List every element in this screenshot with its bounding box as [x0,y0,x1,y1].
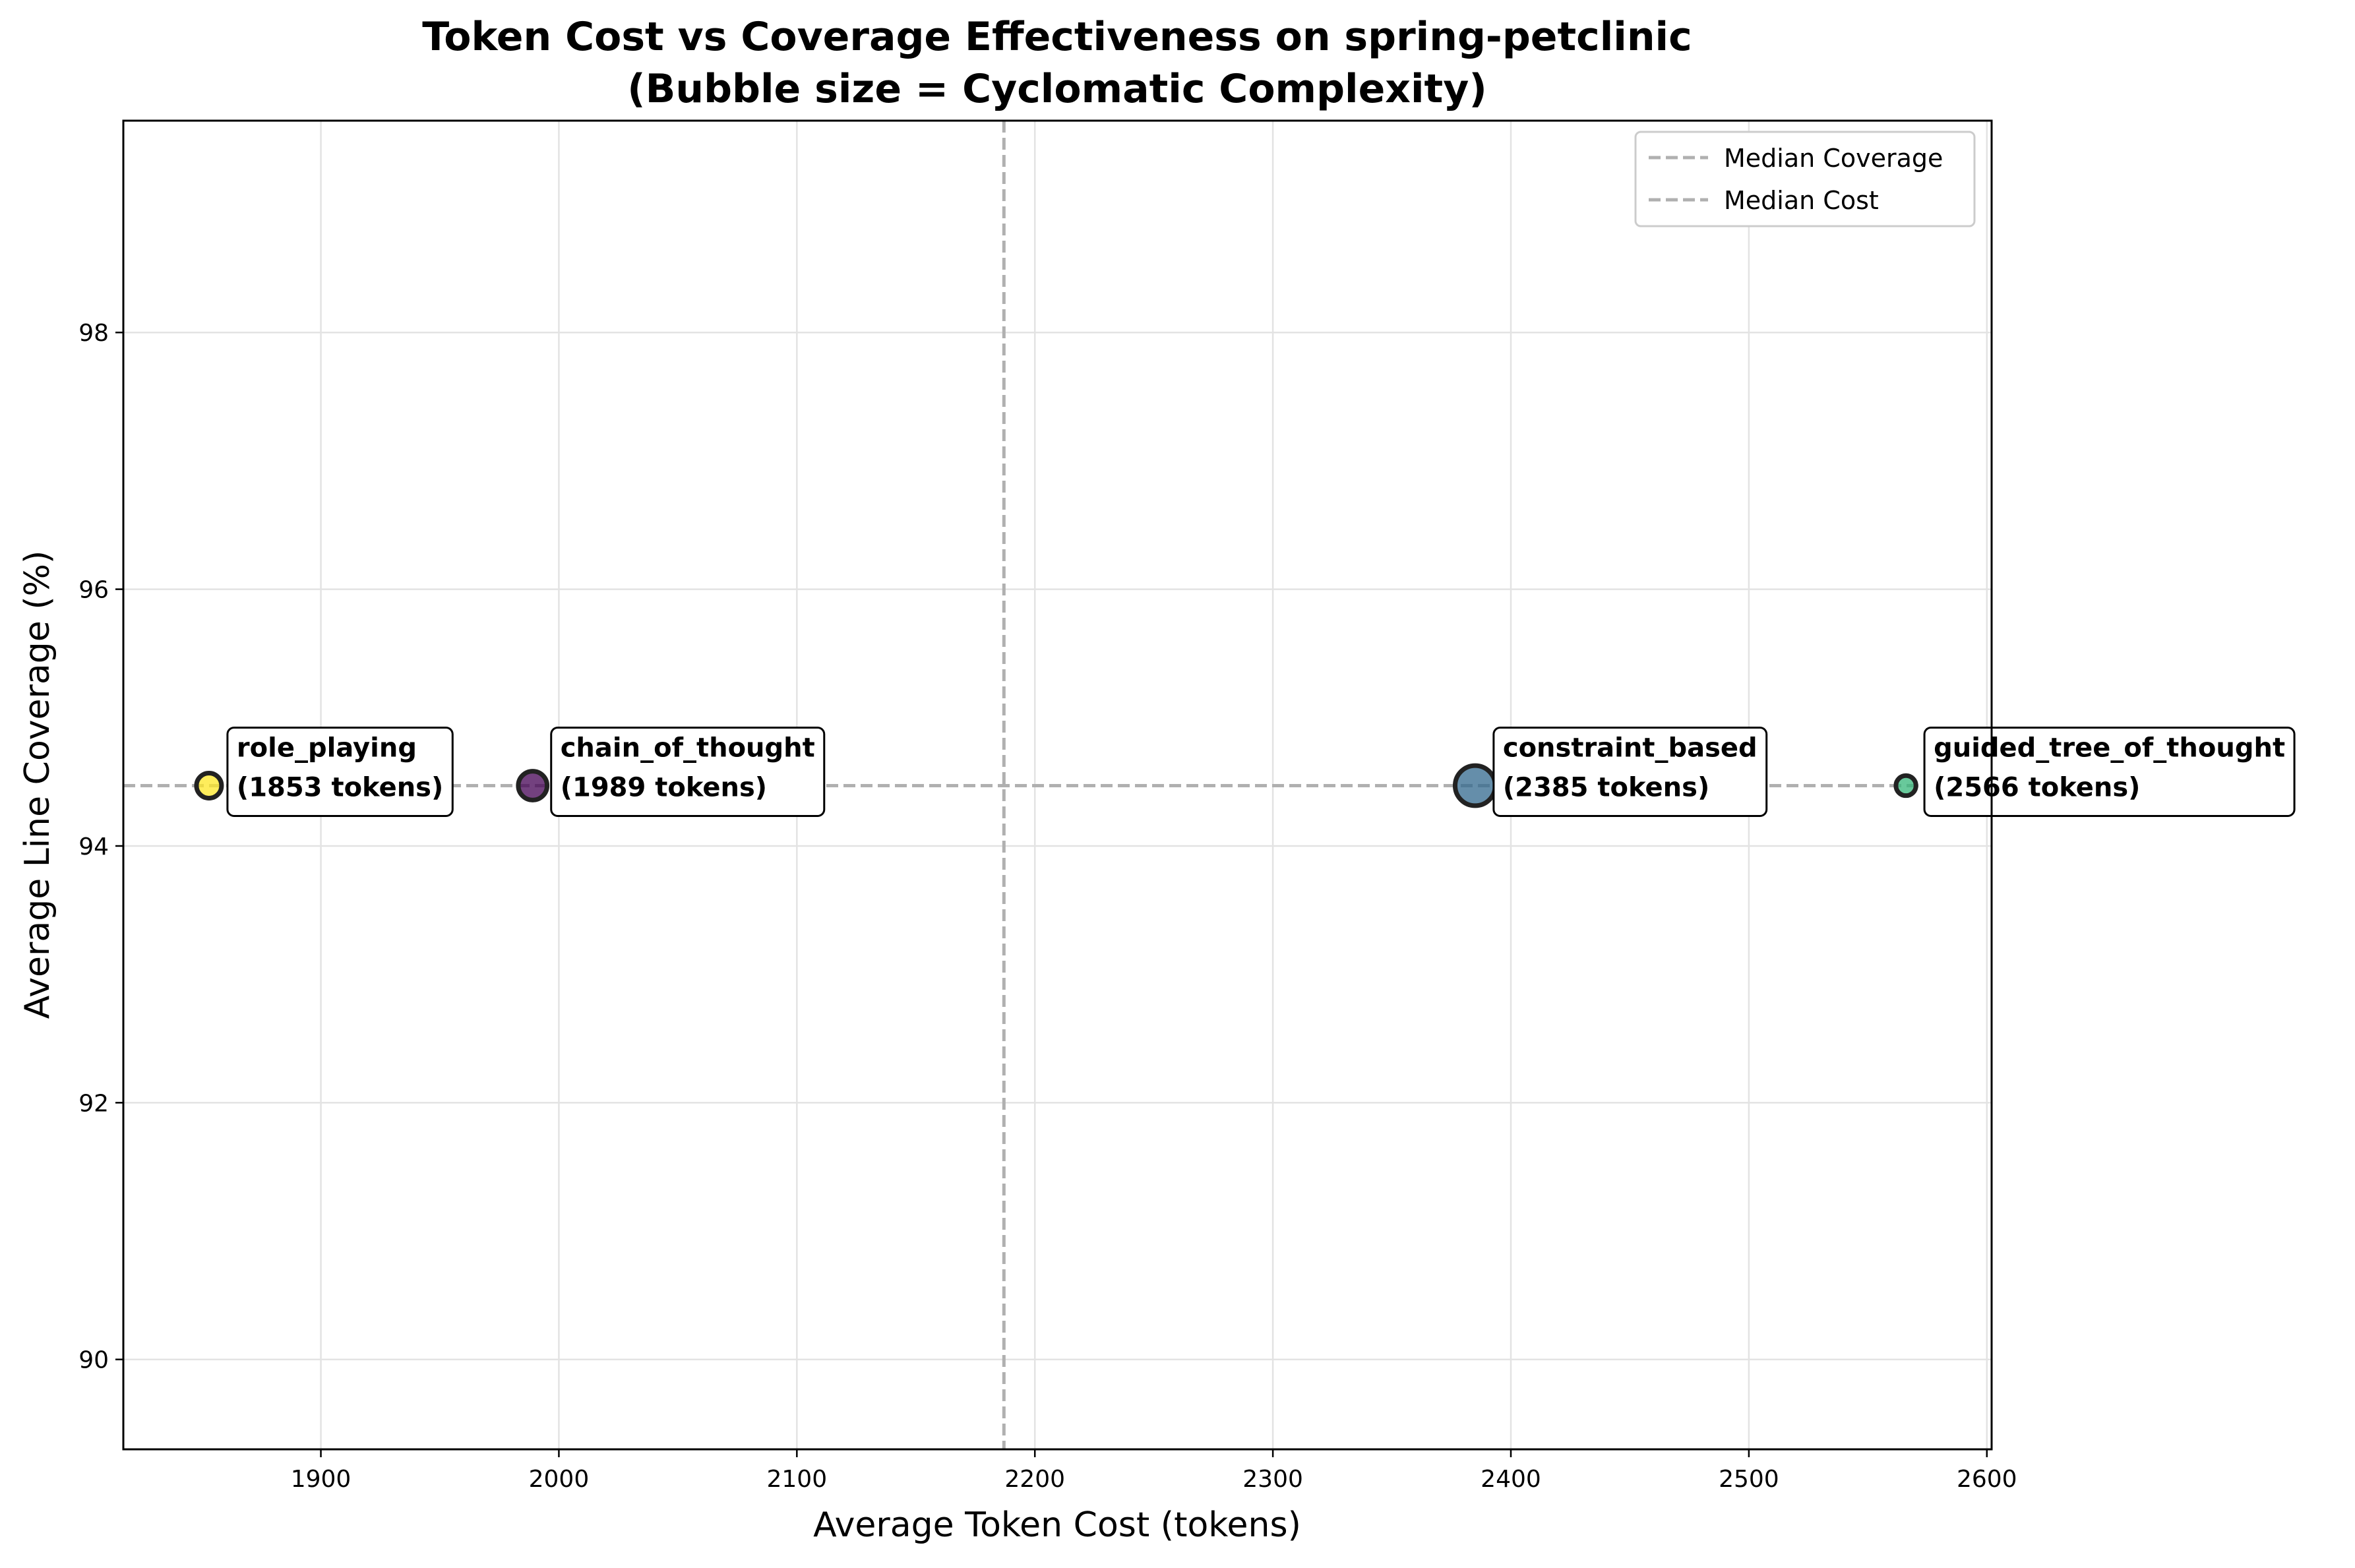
x-tick-label: 2200 [1004,1466,1065,1493]
y-tick-label: 98 [78,320,109,347]
axis-ticks: 1900 2000 2100 2200 2300 2400 2500 2600 90 92 94 96… [78,320,2017,1493]
point-label-chain_of_thought: chain_of_thought [561,733,815,763]
y-tick-label: 92 [78,1090,109,1117]
data-point-guided_tree_of_thought [1893,773,1918,799]
y-tick-label: 90 [78,1347,109,1374]
legend-box [1634,131,1976,227]
y-axis-label: Average Line Coverage (%) [18,551,57,1019]
x-tick-label: 2400 [1481,1466,1541,1493]
data-points [194,763,1918,808]
point-label-constraint_based: constraint_based [1503,733,1758,763]
plot-frame [122,119,1993,1451]
point-label-guided_tree_of_thought: guided_tree_of_thought [1934,733,2285,763]
chart-subtitle: (Bubble size = Cyclomatic Complexity) [627,66,1487,112]
point-label-box-chain_of_thought [550,726,826,817]
point-labels: role_playing (1853 tokens) chain_of_though… [226,726,2296,817]
legend-median-coverage-label: Median Coverage [1724,144,1943,173]
x-tick-label: 2500 [1719,1466,1779,1493]
data-point-chain_of_thought [516,769,550,802]
y-tick-label: 94 [78,833,109,860]
y-tick-label: 96 [78,577,109,604]
chart-title: Token Cost vs Coverage Effectiveness on … [422,14,1692,60]
point-sublabel-constraint_based: (2385 tokens) [1503,772,1709,802]
point-sublabel-role_playing: (1853 tokens) [237,772,443,802]
x-axis-label: Average Token Cost (tokens) [813,1505,1301,1545]
data-point-role_playing [194,770,224,800]
point-label-box-role_playing [226,726,454,817]
point-sublabel-chain_of_thought: (1989 tokens) [561,772,767,802]
point-label-box-guided_tree_of_thought [1923,726,2296,817]
point-label-box-constraint_based [1492,726,1768,817]
point-sublabel-guided_tree_of_thought: (2566 tokens) [1934,772,2140,802]
point-label-role_playing: role_playing [237,733,417,763]
x-tick-label: 2000 [529,1466,590,1493]
x-tick-label: 1900 [291,1466,352,1493]
data-point-constraint_based [1452,763,1498,808]
legend-median-cost-label: Median Cost [1724,186,1879,215]
x-tick-label: 2100 [767,1466,828,1493]
legend: Median Coverage Median Cost [1634,131,1976,227]
x-tick-label: 2300 [1242,1466,1303,1493]
x-tick-label: 2600 [1957,1466,2017,1493]
